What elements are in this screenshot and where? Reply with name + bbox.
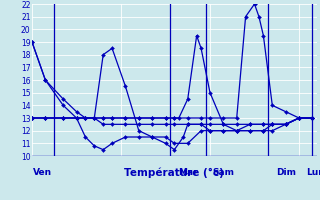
Text: Lun: Lun: [306, 168, 320, 177]
Text: Sam: Sam: [212, 168, 234, 177]
Text: Mar: Mar: [178, 168, 197, 177]
Text: Dim: Dim: [276, 168, 296, 177]
X-axis label: Température (°c): Température (°c): [124, 167, 224, 178]
Text: Ven: Ven: [33, 168, 52, 177]
